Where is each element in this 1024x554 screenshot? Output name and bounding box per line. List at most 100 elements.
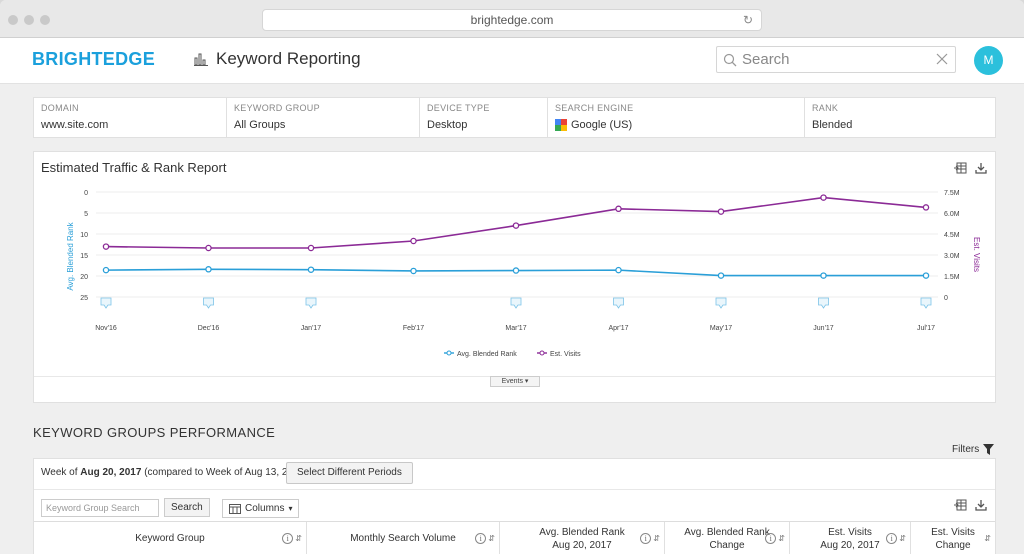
x-tick-label: Feb'17 [403, 325, 424, 332]
event-marker-icon [305, 297, 317, 309]
data-point [307, 266, 315, 273]
download-icon[interactable] [975, 162, 987, 174]
table-toolbar: Keyword Group Search Search Columns ▾ [34, 489, 995, 521]
event-marker-icon [715, 297, 727, 309]
export-table-icon[interactable] [954, 499, 967, 511]
browser-titlebar: brightedge.com ↻ [0, 0, 1024, 38]
download-icon[interactable] [975, 499, 987, 511]
reload-icon[interactable]: ↻ [742, 13, 753, 27]
data-point [717, 272, 725, 279]
traffic-rank-line-chart: 7.5M 6.0M 4.5M 3.0M 1.5M 0 0 5 10 15 20 25 Avg. Blen… [66, 190, 981, 358]
column-est-visits-date[interactable]: Est. Visits Aug 20, 2017 i ⇵ [790, 522, 911, 554]
search-placeholder: Search [742, 51, 790, 68]
event-marker-icon [510, 297, 522, 309]
search-input[interactable]: Search [716, 46, 956, 73]
user-avatar[interactable]: M [974, 46, 1003, 75]
info-icon[interactable]: i [886, 533, 898, 544]
filter-keyword-group-label: KEYWORD GROUP [234, 103, 320, 113]
column-avg-rank-change-line1: Avg. Blended Rank [684, 526, 770, 538]
columns-icon [229, 503, 241, 514]
sort-icon[interactable]: ⇵ [488, 534, 495, 543]
data-point [922, 204, 930, 211]
info-icon[interactable]: i [475, 533, 487, 544]
search-icon [723, 53, 737, 67]
filter-rank-value: Blended [812, 119, 853, 131]
filter-keyword-group-value: All Groups [234, 119, 286, 131]
info-icon[interactable]: i [282, 533, 294, 544]
filter-device-type[interactable]: DEVICE TYPE Desktop [420, 98, 548, 137]
column-est-visits-change-line2: Change [935, 539, 971, 551]
data-point [512, 267, 520, 274]
filter-rank[interactable]: RANK Blended [805, 98, 995, 137]
table-header: Keyword Group i ⇵ Monthly Search Volume i… [34, 521, 995, 554]
bar-chart-icon [194, 53, 208, 66]
filter-domain-label: DOMAIN [41, 103, 79, 113]
zoom-window-button[interactable] [40, 15, 50, 25]
chevron-down-icon: ▾ [288, 504, 293, 513]
event-marker-icon [203, 297, 214, 309]
column-monthly-search-volume[interactable]: Monthly Search Volume i ⇵ [307, 522, 500, 554]
sort-icon[interactable]: ⇵ [653, 534, 660, 543]
column-avg-rank-change[interactable]: Avg. Blended Rank Change i ⇵ [665, 522, 790, 554]
events-label: Events [501, 378, 523, 385]
left-axis-tick-label: 5 [84, 211, 88, 218]
period-text: Week of Aug 20, 2017 (compared to Week o… [41, 467, 307, 478]
clear-icon[interactable] [935, 52, 949, 66]
x-tick-label: Jun'17 [813, 325, 834, 332]
keyword-group-search-button[interactable]: Search [164, 498, 210, 517]
data-point [410, 237, 417, 245]
column-avg-rank-change-line2: Change [709, 539, 745, 551]
left-axis-title: Avg. Blended Rank [66, 221, 75, 290]
x-tick-label: Apr'17 [608, 325, 628, 332]
right-axis-tick-label: 6.0M [944, 211, 960, 218]
column-est-visits-change[interactable]: Est. Visits Change ⇵ [911, 522, 995, 554]
data-point [820, 272, 827, 279]
column-avg-rank-date[interactable]: Avg. Blended Rank Aug 20, 2017 i ⇵ [500, 522, 665, 554]
filter-keyword-group[interactable]: KEYWORD GROUP All Groups [227, 98, 420, 137]
data-point [820, 194, 827, 201]
columns-dropdown[interactable]: Columns ▾ [222, 499, 300, 518]
legend-label: Avg. Blended Rank [457, 351, 517, 358]
event-marker-icon [920, 297, 932, 309]
events-dropdown[interactable]: Events ▾ [490, 376, 540, 387]
sort-icon[interactable]: ⇵ [778, 534, 785, 543]
select-periods-button[interactable]: Select Different Periods [286, 462, 413, 484]
filters-button[interactable]: Filters [952, 444, 995, 455]
sort-icon[interactable]: ⇵ [295, 534, 302, 543]
data-point [307, 244, 315, 252]
info-icon[interactable]: i [765, 533, 777, 544]
filter-funnel-icon [983, 444, 995, 455]
section-title: KEYWORD GROUPS PERFORMANCE [33, 425, 276, 440]
minimize-window-button[interactable] [24, 15, 34, 25]
close-window-button[interactable] [8, 15, 18, 25]
columns-label: Columns [245, 503, 285, 514]
right-axis-title: Est. Visits [972, 237, 981, 272]
google-icon [555, 119, 567, 131]
filters-label: Filters [952, 444, 980, 455]
address-bar[interactable]: brightedge.com ↻ [262, 9, 762, 31]
chart-title: Estimated Traffic & Rank Report [41, 160, 227, 175]
column-avg-rank-date-line1: Avg. Blended Rank [539, 526, 625, 538]
column-keyword-group[interactable]: Keyword Group i ⇵ [34, 522, 307, 554]
filter-search-engine-label: SEARCH ENGINE [555, 103, 634, 113]
right-axis-tick-label: 7.5M [944, 190, 960, 197]
left-axis-tick-label: 25 [80, 295, 88, 302]
filter-search-engine[interactable]: SEARCH ENGINE Google (US) [548, 98, 805, 137]
x-tick-label: Jul'17 [917, 325, 935, 332]
info-icon[interactable]: i [640, 533, 652, 544]
legend-label: Est. Visits [550, 351, 581, 358]
brand-logo[interactable]: BRIGHTEDGE [32, 49, 156, 69]
sort-icon[interactable]: ⇵ [984, 534, 991, 543]
event-marker-icon [100, 297, 112, 309]
event-marker-icon [818, 297, 829, 309]
x-tick-label: Dec'16 [198, 325, 220, 332]
right-axis-tick-label: 0 [944, 295, 948, 302]
keyword-group-search-input[interactable]: Keyword Group Search [41, 499, 159, 517]
app-header: BRIGHTEDGE Keyword Reporting Search M [0, 38, 1024, 84]
sort-icon[interactable]: ⇵ [899, 534, 906, 543]
left-axis-tick-label: 15 [80, 253, 88, 260]
filter-domain[interactable]: DOMAIN www.site.com [34, 98, 227, 137]
export-table-icon[interactable] [954, 162, 967, 174]
filter-domain-value: www.site.com [41, 119, 109, 131]
